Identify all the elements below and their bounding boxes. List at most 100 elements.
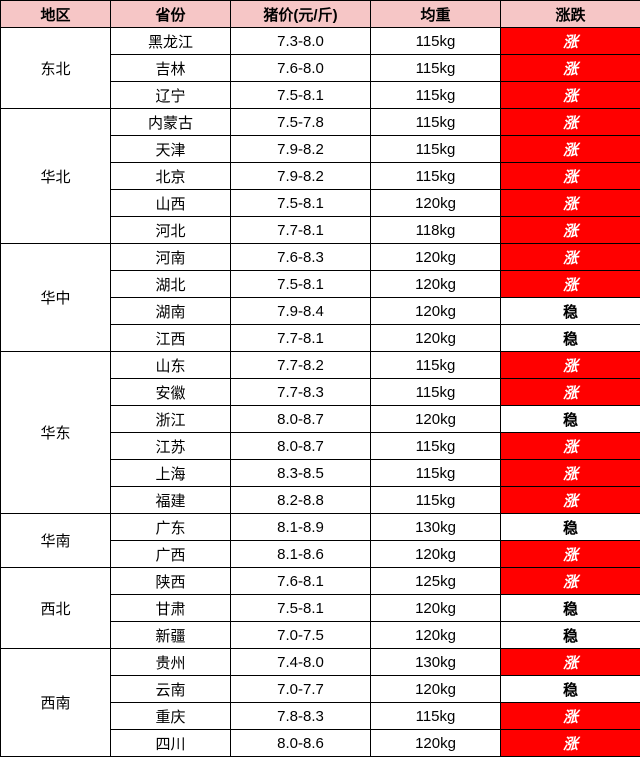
- weight-cell: 118kg: [371, 217, 501, 244]
- weight-cell: 115kg: [371, 352, 501, 379]
- price-cell: 7.7-8.1: [231, 217, 371, 244]
- province-cell: 广西: [111, 541, 231, 568]
- region-cell: 华东: [1, 352, 111, 514]
- trend-cell: 涨: [501, 190, 640, 217]
- trend-cell: 涨: [501, 28, 640, 55]
- trend-cell: 涨: [501, 352, 640, 379]
- province-cell: 上海: [111, 460, 231, 487]
- weight-cell: 115kg: [371, 703, 501, 730]
- trend-cell: 涨: [501, 703, 640, 730]
- province-cell: 山西: [111, 190, 231, 217]
- weight-cell: 120kg: [371, 271, 501, 298]
- header-weight: 均重: [371, 1, 501, 28]
- weight-cell: 115kg: [371, 379, 501, 406]
- table-row: 华南广东8.1-8.9130kg稳: [1, 514, 640, 541]
- price-cell: 7.6-8.1: [231, 568, 371, 595]
- price-cell: 7.4-8.0: [231, 649, 371, 676]
- header-province: 省份: [111, 1, 231, 28]
- trend-cell: 涨: [501, 271, 640, 298]
- price-cell: 7.5-8.1: [231, 271, 371, 298]
- trend-cell: 涨: [501, 163, 640, 190]
- weight-cell: 115kg: [371, 28, 501, 55]
- trend-cell: 稳: [501, 406, 640, 433]
- weight-cell: 130kg: [371, 514, 501, 541]
- weight-cell: 120kg: [371, 244, 501, 271]
- province-cell: 广东: [111, 514, 231, 541]
- header-trend: 涨跌: [501, 1, 640, 28]
- weight-cell: 120kg: [371, 190, 501, 217]
- region-cell: 西北: [1, 568, 111, 649]
- weight-cell: 115kg: [371, 163, 501, 190]
- weight-cell: 120kg: [371, 622, 501, 649]
- trend-cell: 涨: [501, 487, 640, 514]
- price-cell: 8.0-8.7: [231, 406, 371, 433]
- province-cell: 甘肃: [111, 595, 231, 622]
- trend-cell: 涨: [501, 136, 640, 163]
- table-row: 东北黑龙江7.3-8.0115kg涨: [1, 28, 640, 55]
- trend-cell: 涨: [501, 433, 640, 460]
- weight-cell: 120kg: [371, 541, 501, 568]
- price-cell: 8.3-8.5: [231, 460, 371, 487]
- trend-cell: 稳: [501, 325, 640, 352]
- region-cell: 西南: [1, 649, 111, 757]
- weight-cell: 115kg: [371, 136, 501, 163]
- province-cell: 辽宁: [111, 82, 231, 109]
- weight-cell: 115kg: [371, 433, 501, 460]
- province-cell: 福建: [111, 487, 231, 514]
- price-cell: 7.5-7.8: [231, 109, 371, 136]
- price-cell: 8.1-8.9: [231, 514, 371, 541]
- table-header: 地区 省份 猪价(元/斤) 均重 涨跌: [1, 1, 640, 28]
- price-cell: 7.9-8.2: [231, 136, 371, 163]
- table-row: 西南贵州7.4-8.0130kg涨: [1, 649, 640, 676]
- weight-cell: 120kg: [371, 298, 501, 325]
- weight-cell: 120kg: [371, 730, 501, 757]
- trend-cell: 涨: [501, 460, 640, 487]
- province-cell: 浙江: [111, 406, 231, 433]
- trend-cell: 涨: [501, 379, 640, 406]
- price-cell: 7.9-8.4: [231, 298, 371, 325]
- table-row: 华北内蒙古7.5-7.8115kg涨: [1, 109, 640, 136]
- header-region: 地区: [1, 1, 111, 28]
- table-row: 华中河南7.6-8.3120kg涨: [1, 244, 640, 271]
- weight-cell: 120kg: [371, 325, 501, 352]
- trend-cell: 涨: [501, 649, 640, 676]
- trend-cell: 涨: [501, 82, 640, 109]
- weight-cell: 115kg: [371, 109, 501, 136]
- table-row: 西北陕西7.6-8.1125kg涨: [1, 568, 640, 595]
- price-cell: 7.0-7.5: [231, 622, 371, 649]
- province-cell: 河南: [111, 244, 231, 271]
- table-row: 华东山东7.7-8.2115kg涨: [1, 352, 640, 379]
- weight-cell: 130kg: [371, 649, 501, 676]
- province-cell: 重庆: [111, 703, 231, 730]
- province-cell: 天津: [111, 136, 231, 163]
- province-cell: 河北: [111, 217, 231, 244]
- province-cell: 江西: [111, 325, 231, 352]
- trend-cell: 涨: [501, 109, 640, 136]
- price-cell: 7.6-8.0: [231, 55, 371, 82]
- province-cell: 吉林: [111, 55, 231, 82]
- price-cell: 7.7-8.2: [231, 352, 371, 379]
- weight-cell: 120kg: [371, 406, 501, 433]
- trend-cell: 涨: [501, 568, 640, 595]
- header-price: 猪价(元/斤): [231, 1, 371, 28]
- region-cell: 东北: [1, 28, 111, 109]
- trend-cell: 稳: [501, 298, 640, 325]
- trend-cell: 稳: [501, 676, 640, 703]
- province-cell: 江苏: [111, 433, 231, 460]
- price-cell: 8.0-8.7: [231, 433, 371, 460]
- province-cell: 云南: [111, 676, 231, 703]
- weight-cell: 115kg: [371, 487, 501, 514]
- trend-cell: 涨: [501, 217, 640, 244]
- trend-cell: 稳: [501, 595, 640, 622]
- province-cell: 安徽: [111, 379, 231, 406]
- province-cell: 陕西: [111, 568, 231, 595]
- price-cell: 7.6-8.3: [231, 244, 371, 271]
- price-cell: 8.0-8.6: [231, 730, 371, 757]
- price-cell: 7.7-8.1: [231, 325, 371, 352]
- weight-cell: 115kg: [371, 55, 501, 82]
- weight-cell: 115kg: [371, 82, 501, 109]
- trend-cell: 稳: [501, 622, 640, 649]
- weight-cell: 120kg: [371, 595, 501, 622]
- weight-cell: 125kg: [371, 568, 501, 595]
- price-cell: 7.5-8.1: [231, 190, 371, 217]
